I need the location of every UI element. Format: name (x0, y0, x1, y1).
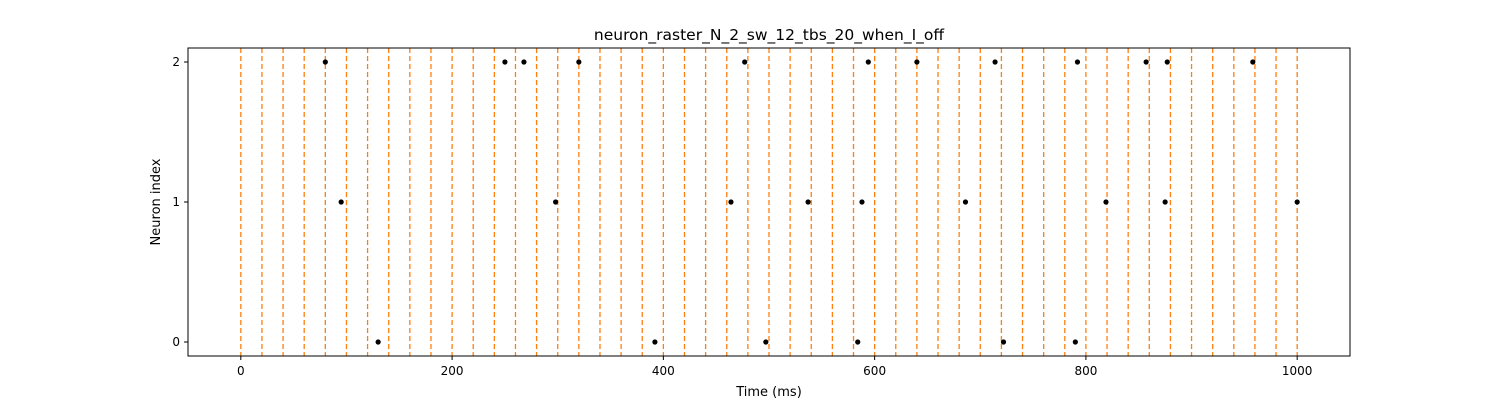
x-axis-label: Time (ms) (735, 385, 802, 400)
y-axis-ticks: 0 1 2 (172, 55, 188, 349)
event-vlines (240, 48, 1298, 356)
spike-point (742, 59, 748, 65)
spike-points (322, 59, 1300, 345)
spike-point (652, 339, 658, 345)
spike-point (805, 199, 811, 205)
spike-point (502, 59, 508, 65)
x-tick-label: 600 (863, 364, 886, 378)
spike-point (521, 59, 527, 65)
x-axis-ticks: 0 200 400 600 800 1000 (237, 356, 1312, 378)
spike-point (1250, 59, 1256, 65)
x-tick-label: 800 (1074, 364, 1097, 378)
y-axis-label: Neuron index (149, 158, 164, 245)
spike-point (859, 199, 865, 205)
spike-point (1072, 339, 1078, 345)
spike-point (1143, 59, 1149, 65)
x-tick-label: 200 (441, 364, 464, 378)
y-tick-label: 2 (172, 55, 180, 69)
y-tick-label: 0 (172, 335, 180, 349)
spike-point (1162, 199, 1168, 205)
spike-point (1294, 199, 1300, 205)
spike-point (375, 339, 381, 345)
x-tick-label: 400 (652, 364, 675, 378)
x-tick-label: 0 (237, 364, 245, 378)
spike-point (338, 199, 344, 205)
y-tick-label: 1 (172, 195, 180, 209)
spike-point (1000, 339, 1007, 345)
spike-point (914, 59, 920, 65)
spike-point (992, 59, 998, 65)
x-tick-label: 1000 (1282, 364, 1313, 378)
spike-point (553, 199, 559, 205)
spike-point (1164, 59, 1170, 65)
spike-point (855, 339, 861, 345)
spike-point (962, 199, 969, 205)
spike-point (322, 59, 328, 65)
spike-point (576, 59, 582, 65)
chart-title: neuron_raster_N_2_sw_12_tbs_20_when_I_of… (594, 26, 945, 45)
spike-point (763, 339, 769, 345)
spike-point (865, 59, 871, 65)
spike-point (1074, 59, 1081, 65)
spike-point (1103, 199, 1109, 205)
spike-point (728, 199, 734, 205)
